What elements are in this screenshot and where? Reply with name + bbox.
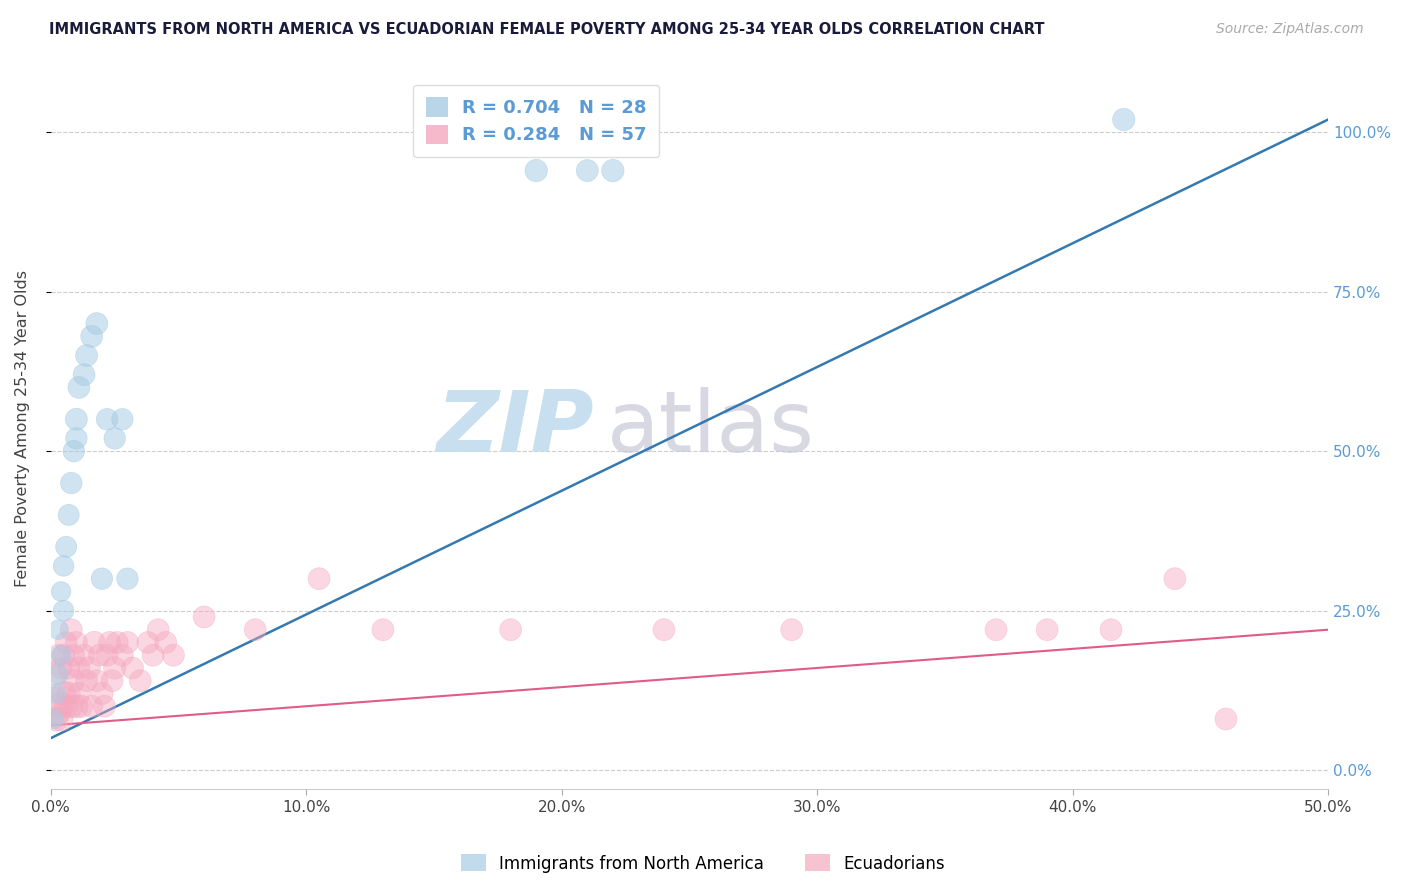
Point (67, 686, 90, 700)
Point (652, 623, 675, 637)
Point (48, 699, 70, 714)
Point (49, 584, 72, 599)
Point (65, 412, 87, 426)
Text: IMMIGRANTS FROM NORTH AMERICA VS ECUADORIAN FEMALE POVERTY AMONG 25-34 YEAR OLDS: IMMIGRANTS FROM NORTH AMERICA VS ECUADOR… (49, 22, 1045, 37)
Point (76, 673, 98, 688)
Point (83, 635, 105, 649)
Legend: Immigrants from North America, Ecuadorians: Immigrants from North America, Ecuadoria… (454, 847, 952, 880)
Point (73, 368, 96, 382)
Point (48, 667, 70, 681)
Point (576, 163, 599, 178)
Point (245, 623, 267, 637)
Point (60, 623, 83, 637)
Point (86, 317, 108, 331)
Point (96, 412, 118, 426)
Point (52, 686, 75, 700)
Y-axis label: Female Poverty Among 25-34 Year Olds: Female Poverty Among 25-34 Year Olds (15, 270, 30, 587)
Point (80, 699, 103, 714)
Point (77, 661, 100, 675)
Point (780, 623, 803, 637)
Point (76, 349, 98, 363)
Point (65, 635, 87, 649)
Point (67, 380, 90, 394)
Point (1215, 712, 1237, 726)
Point (104, 431, 127, 445)
Point (162, 648, 184, 663)
Point (63, 444, 86, 458)
Point (49, 648, 72, 663)
Point (121, 661, 143, 675)
Point (499, 623, 522, 637)
Point (117, 572, 139, 586)
Point (73, 648, 96, 663)
Point (90, 572, 112, 586)
Point (93, 699, 115, 714)
Point (49, 661, 72, 675)
Point (104, 661, 127, 675)
Legend: R = 0.704   N = 28, R = 0.284   N = 57: R = 0.704 N = 28, R = 0.284 N = 57 (413, 85, 659, 157)
Point (42, 712, 65, 726)
Point (602, 163, 624, 178)
Point (142, 648, 165, 663)
Point (90, 686, 112, 700)
Point (63, 648, 86, 663)
Text: Source: ZipAtlas.com: Source: ZipAtlas.com (1216, 22, 1364, 37)
Point (55, 540, 77, 554)
Point (308, 572, 330, 586)
Point (42, 699, 65, 714)
Point (52, 558, 75, 573)
Point (45, 667, 67, 681)
Point (1112, 112, 1135, 127)
Point (49, 712, 72, 726)
Point (155, 635, 177, 649)
Point (111, 412, 134, 426)
Point (193, 610, 215, 624)
Point (70, 699, 93, 714)
Point (58, 661, 80, 675)
Point (48, 648, 70, 663)
Point (55, 699, 77, 714)
Point (86, 673, 108, 688)
Text: ZIP: ZIP (436, 387, 593, 470)
Point (96, 648, 118, 663)
Point (1099, 623, 1122, 637)
Point (129, 673, 152, 688)
Point (111, 648, 134, 663)
Point (52, 604, 75, 618)
Point (60, 699, 83, 714)
Point (55, 635, 77, 649)
Point (45, 686, 67, 700)
Point (98, 635, 121, 649)
Point (1036, 623, 1059, 637)
Point (105, 635, 128, 649)
Point (48, 623, 70, 637)
Point (52, 648, 75, 663)
Point (101, 673, 124, 688)
Point (65, 699, 87, 714)
Text: atlas: atlas (606, 387, 814, 470)
Point (58, 508, 80, 522)
Point (146, 623, 169, 637)
Point (58, 686, 80, 700)
Point (136, 635, 159, 649)
Point (67, 661, 90, 675)
Point (45, 712, 67, 726)
Point (984, 623, 1007, 637)
Point (117, 635, 139, 649)
Point (63, 673, 86, 688)
Point (524, 163, 547, 178)
Point (65, 431, 87, 445)
Point (60, 476, 83, 491)
Point (89, 648, 111, 663)
Point (371, 623, 394, 637)
Point (80, 329, 103, 343)
Point (1164, 572, 1187, 586)
